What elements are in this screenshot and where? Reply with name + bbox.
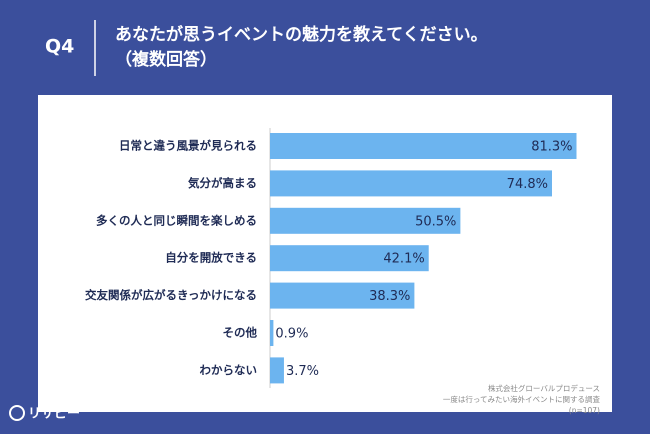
bar	[270, 357, 284, 384]
bar	[270, 133, 577, 159]
bar	[270, 282, 415, 309]
source-note: (n=107)	[569, 406, 600, 415]
value-label: 3.7%	[286, 364, 319, 379]
value-label: 38.3%	[369, 289, 410, 304]
category-label: 自分を開放できる	[165, 251, 257, 265]
value-label: 42.1%	[383, 252, 424, 267]
category-label: その他	[223, 326, 258, 340]
value-label: 50.5%	[415, 214, 456, 229]
value-label: 74.8%	[507, 177, 548, 192]
question-label: Q4	[45, 36, 74, 58]
value-label: 81.3%	[531, 140, 572, 155]
value-label: 0.9%	[275, 327, 308, 342]
bar	[270, 245, 429, 272]
logo-icon	[9, 405, 25, 421]
category-label: 日常と違う風景が見られる	[119, 139, 257, 153]
category-label: 交友関係が広がるきっかけになる	[85, 288, 257, 302]
source-note: 株式会社グローバルプロデュース	[488, 383, 600, 393]
logo: リサピー	[28, 407, 80, 422]
chart-subtitle: （複数回答）	[115, 49, 217, 70]
bar	[270, 170, 552, 197]
source-note: 一度は行ってみたい海外イベントに関する調査	[443, 394, 601, 404]
chart-title: あなたが思うイベントの魅力を教えてください。	[115, 24, 488, 45]
category-label: 気分が高まる	[188, 176, 257, 190]
bar	[270, 320, 274, 346]
bar	[270, 207, 461, 234]
category-label: 多くの人と同じ瞬間を楽しめる	[96, 213, 257, 227]
category-label: わからない	[200, 363, 258, 377]
